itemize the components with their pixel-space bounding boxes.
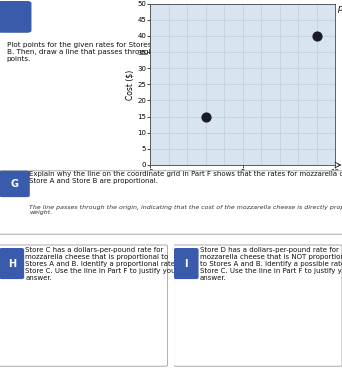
Text: G: G [10,179,18,189]
Text: The line passes through the origin, indicating that the cost of the mozzarella c: The line passes through the origin, indi… [29,204,342,215]
Y-axis label: Cost ($): Cost ($) [126,69,134,99]
Text: I: I [184,258,188,268]
FancyBboxPatch shape [0,245,168,366]
FancyBboxPatch shape [174,245,342,366]
FancyBboxPatch shape [174,249,198,278]
FancyBboxPatch shape [0,171,29,196]
X-axis label: Weight (pounds): Weight (pounds) [211,178,274,187]
FancyBboxPatch shape [0,171,342,234]
Text: Explain why the line on the coordinate grid in Part F shows that the rates for m: Explain why the line on the coordinate g… [29,171,342,184]
Text: Store D has a dollars-per-pound rate for
mozzarella cheese that is NOT proportio: Store D has a dollars-per-pound rate for… [200,248,342,282]
Text: F: F [11,12,18,22]
Text: Store C has a dollars-per-pound rate for
mozzarella cheese that is proportional : Store C has a dollars-per-pound rate for… [25,248,187,282]
Text: p: p [337,4,342,13]
Point [314,33,319,39]
FancyBboxPatch shape [0,2,31,32]
FancyBboxPatch shape [0,249,24,278]
Text: Plot points for the given rates for Stores A and
B. Then, draw a line that passe: Plot points for the given rates for Stor… [7,42,174,62]
Point [203,114,209,120]
Text: H: H [8,258,16,268]
